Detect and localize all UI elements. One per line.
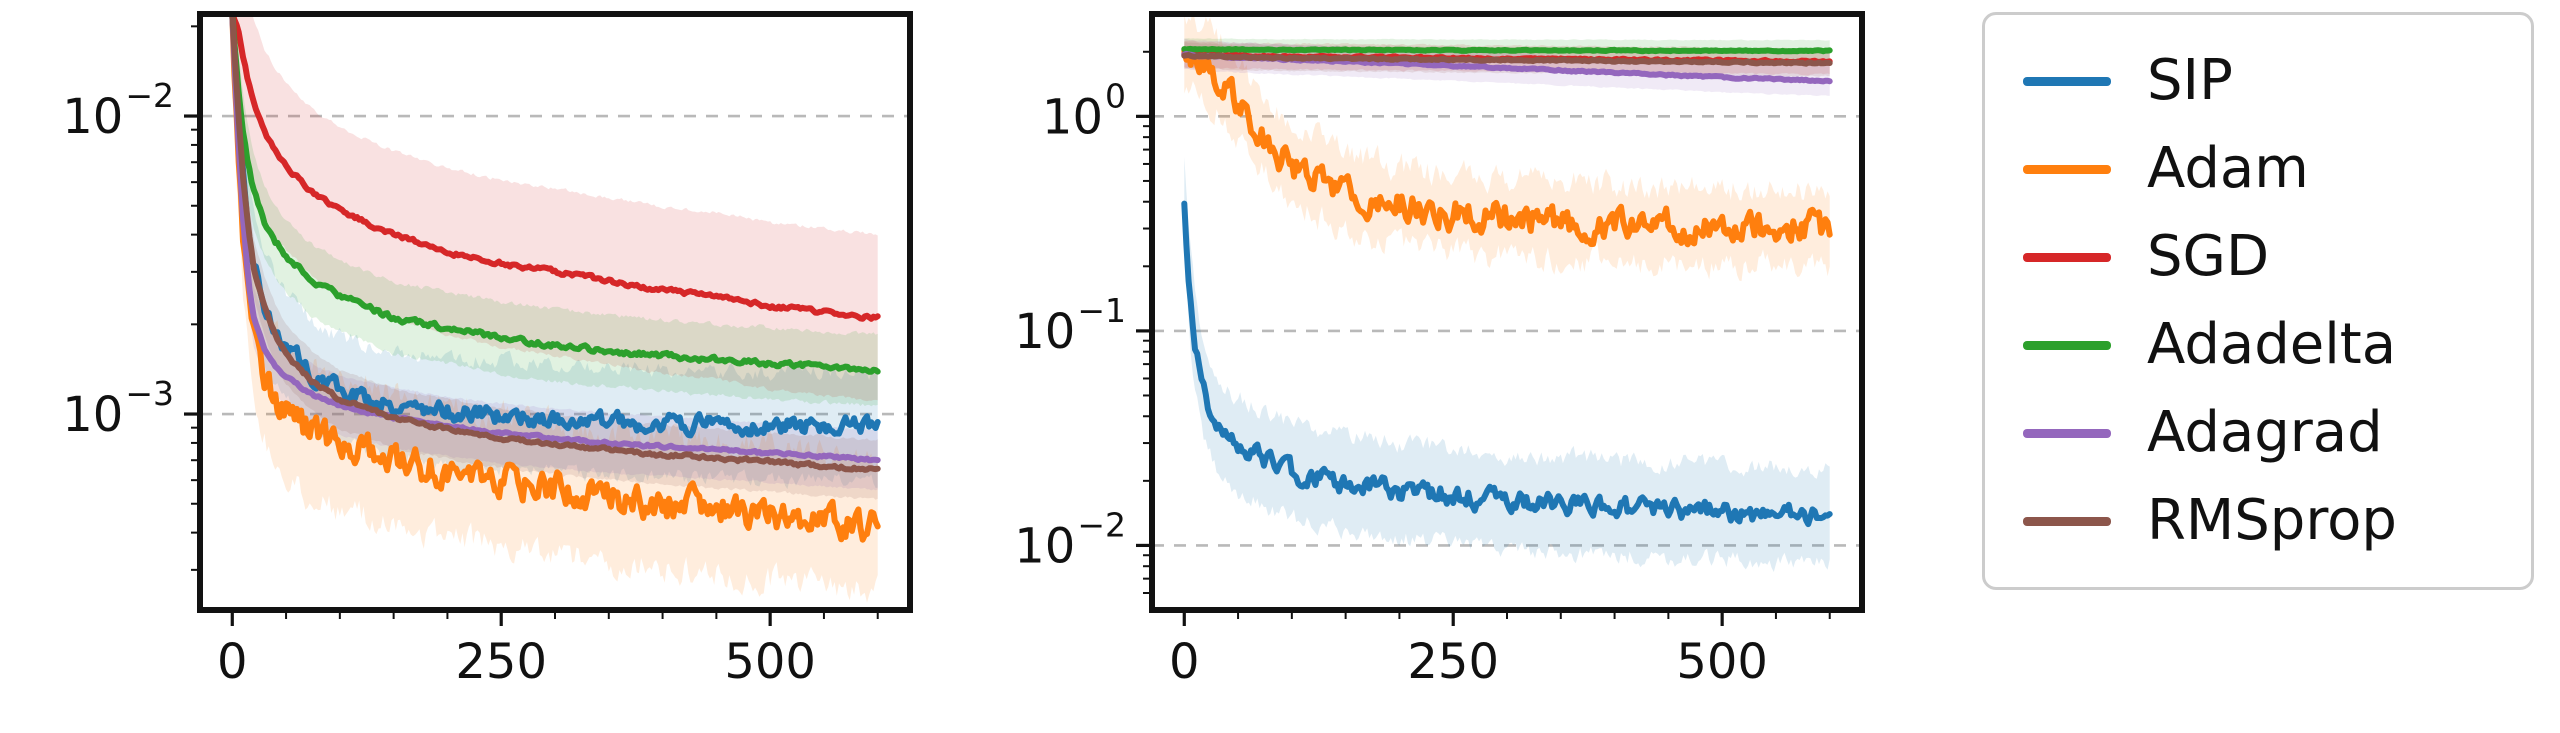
axes-spines: [1149, 11, 1865, 613]
adam-line: [1181, 46, 1833, 248]
adagrad-line: [229, 14, 881, 464]
legend-line-swatch: [2023, 76, 2111, 86]
adam-line: [229, 14, 881, 543]
axes-spines: [197, 11, 913, 613]
y-tick-label: 10−1: [1014, 291, 1126, 360]
x-tick-label: 250: [1407, 634, 1499, 690]
adadelta-line: [229, 14, 881, 375]
adagrad-uncertainty-band: [232, 14, 878, 491]
sgd-uncertainty-band: [232, 14, 878, 402]
legend-item-label: Adadelta: [2147, 312, 2397, 377]
legend-line-swatch: [2023, 252, 2111, 262]
rmsprop-line: [1181, 51, 1833, 67]
legend: SIP Adam SGD Adadelta Adagrad RMSprop: [1982, 12, 2534, 590]
x-tick-label: 0: [217, 634, 248, 690]
legend-item: SIP: [2023, 37, 2493, 125]
legend-line-swatch: [2023, 428, 2111, 438]
y-tick-label: 10−2: [62, 76, 174, 145]
left-loss-chart: 10−2 10−3 0 250 500: [62, 11, 913, 690]
legend-item: Adam: [2023, 125, 2493, 213]
legend-item-label: SGD: [2147, 224, 2270, 289]
x-tick-label: 500: [724, 634, 816, 690]
adadelta-line: [1181, 45, 1833, 55]
legend-item-label: Adam: [2147, 136, 2309, 201]
legend-item-label: Adagrad: [2147, 400, 2383, 465]
legend-item-label: SIP: [2147, 48, 2233, 113]
rmsprop-uncertainty-band: [232, 14, 878, 500]
legend-item: Adadelta: [2023, 301, 2493, 389]
left-plot-plot-area: [229, 14, 881, 603]
right-loss-chart: 100 10−1 10−2 0 250 500: [1014, 11, 1865, 690]
right-plot-plot-area: [1181, 14, 1833, 572]
sip-line: [1181, 200, 1833, 528]
legend-item: SGD: [2023, 213, 2493, 301]
rmsprop-line: [229, 14, 881, 473]
x-tick-label: 0: [1169, 634, 1200, 690]
adadelta-uncertainty-band: [232, 14, 878, 407]
legend-line-swatch: [2023, 340, 2111, 350]
y-tick-label: 10−2: [1014, 505, 1126, 574]
legend-line-swatch: [2023, 516, 2111, 526]
legend-line-swatch: [2023, 164, 2111, 174]
y-tick-label: 10−3: [62, 374, 174, 443]
y-tick-label: 100: [1042, 76, 1126, 145]
legend-item: RMSprop: [2023, 477, 2493, 565]
sgd-line: [229, 14, 881, 322]
x-tick-label: 500: [1676, 634, 1768, 690]
legend-item: Adagrad: [2023, 389, 2493, 477]
legend-item-label: RMSprop: [2147, 488, 2397, 553]
sip-line: [229, 14, 881, 439]
sip-uncertainty-band: [232, 14, 878, 490]
sip-uncertainty-band: [1184, 156, 1830, 572]
x-tick-label: 250: [455, 634, 547, 690]
